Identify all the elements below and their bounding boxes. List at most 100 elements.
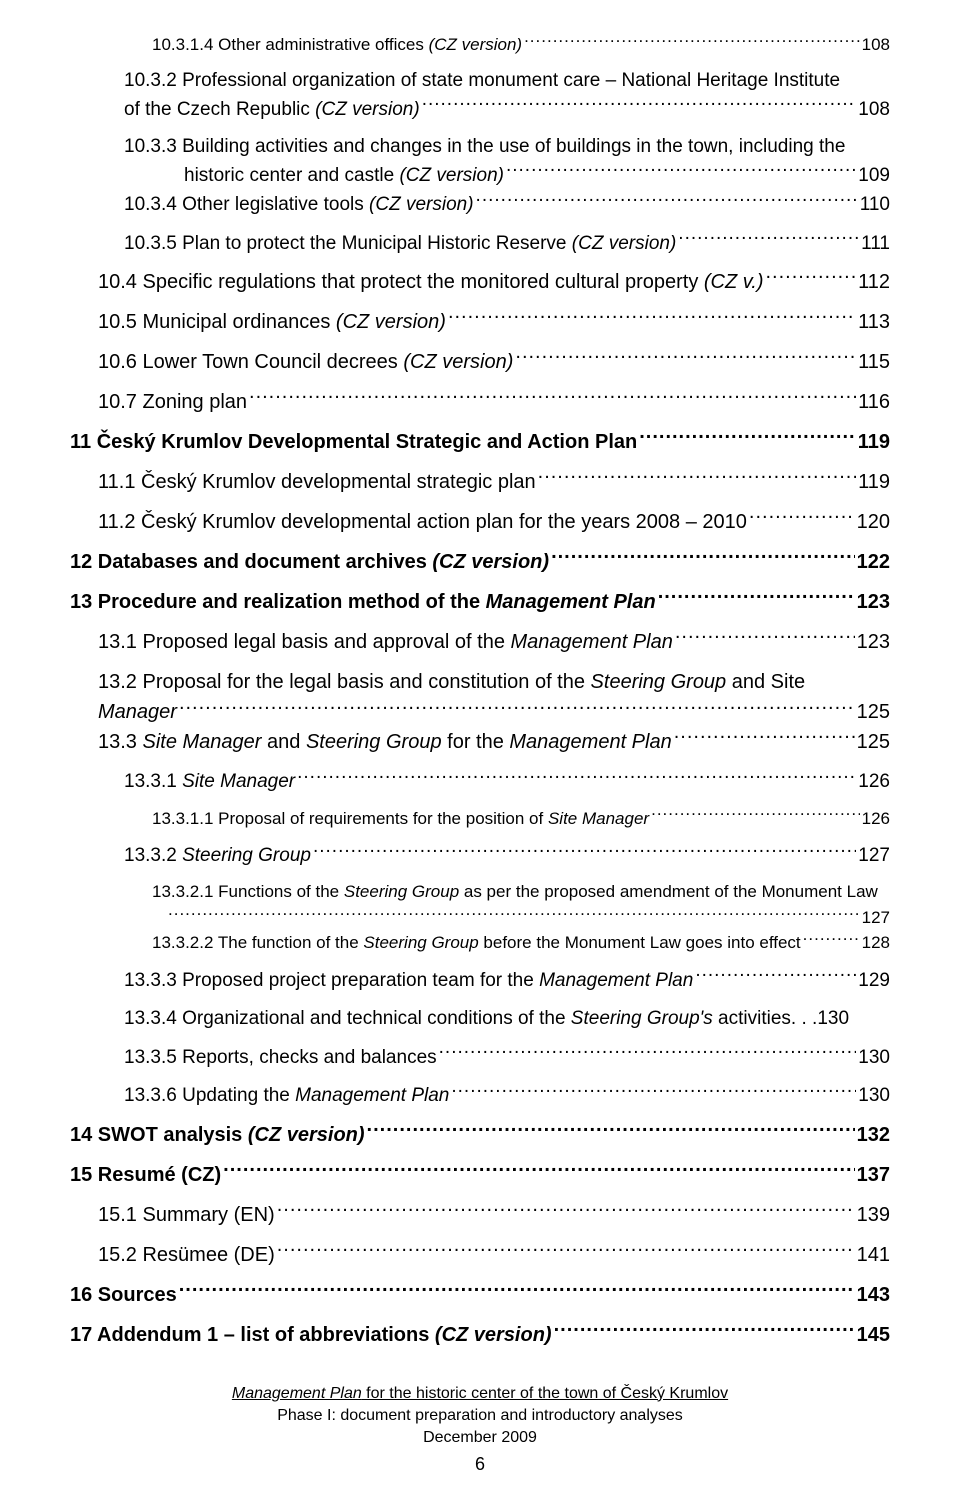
- toc-label-line1: 10.3.2 Professional organization of stat…: [124, 67, 890, 96]
- toc-page-number: 115: [858, 347, 890, 378]
- toc-entry: 15.1 Summary (EN) 139: [98, 1200, 890, 1231]
- toc-text-run: 13.3.6 Updating the: [124, 1085, 295, 1106]
- toc-text-run: (CZ version): [399, 165, 504, 186]
- toc-entry: 10.3.3 Building activities and changes i…: [124, 133, 890, 190]
- toc-leader-dots: [524, 33, 860, 50]
- toc-text-run: 10.6 Lower Town Council decrees: [98, 351, 403, 373]
- toc-leader-dots: [554, 1321, 855, 1341]
- toc-text-run: 10.4 Specific regulations that protect t…: [98, 271, 704, 293]
- toc-page-number: 129: [858, 966, 890, 995]
- toc-entry: 14 SWOT analysis (CZ version) 132: [70, 1120, 890, 1151]
- toc-label-line2: 127: [152, 905, 890, 931]
- toc-leader-dots: [749, 508, 855, 528]
- toc-text-run: (CZ version): [572, 233, 677, 254]
- toc-text-run: Steering Group: [363, 933, 478, 952]
- toc-page-number: 109: [858, 162, 890, 191]
- document-page: 10.3.1.4 Other administrative offices (C…: [0, 0, 960, 1507]
- toc-text-run: and: [261, 731, 305, 753]
- toc-entry: 10.4 Specific regulations that protect t…: [98, 267, 890, 298]
- toc-page-number: 141: [857, 1240, 890, 1271]
- toc-label: 15.1 Summary (EN): [98, 1200, 275, 1231]
- toc-label: 10.3.5 Plan to protect the Municipal His…: [124, 229, 676, 258]
- toc-text-run: Site Manager: [548, 809, 649, 828]
- toc-page-number: 119: [858, 467, 890, 498]
- toc-leader-dots: [651, 807, 860, 824]
- toc-leader-dots: [639, 428, 856, 448]
- toc-text-run: 10.5 Municipal ordinances: [98, 311, 336, 333]
- toc-text-run: Steering Group: [344, 882, 459, 901]
- toc-text-run: Steering Group's: [571, 1008, 713, 1029]
- toc-text-run: (CZ v.): [704, 271, 764, 293]
- toc-text-run: 13.1 Proposed legal basis and approval o…: [98, 631, 511, 653]
- toc-entry: 13.3.1.1 Proposal of requirements for th…: [152, 806, 890, 832]
- toc-label: 13.3.2.2 The function of the Steering Gr…: [152, 930, 801, 956]
- toc-entry: 10.3.2 Professional organization of stat…: [124, 67, 890, 124]
- toc-page-number: 125: [857, 727, 890, 758]
- toc-text-run: 13.3.3 Proposed project preparation team…: [124, 970, 539, 991]
- toc-text-run: (CZ version): [429, 35, 523, 54]
- toc-leader-dots: [297, 768, 856, 787]
- toc-text-run: 11 Český Krumlov Developmental Strategic…: [70, 431, 637, 453]
- toc-label: Manager: [98, 697, 177, 727]
- footer-line-2: Phase I: document preparation and introd…: [70, 1405, 890, 1427]
- toc-spaced-dots: . . .: [791, 1004, 817, 1033]
- toc-entry: 13.3.4 Organizational and technical cond…: [124, 1004, 890, 1033]
- toc-entry: 13.2 Proposal for the legal basis and co…: [98, 667, 890, 727]
- toc-label: 15.2 Resümee (DE): [98, 1240, 275, 1271]
- toc-entry: 13.3.6 Updating the Management Plan 130: [124, 1081, 890, 1110]
- toc-page-number: 113: [858, 307, 890, 338]
- toc-text-run: 13.3.2.1 Functions of the: [152, 882, 344, 901]
- toc-label: 13.3.1.1 Proposal of requirements for th…: [152, 806, 649, 832]
- toc-text-run: (CZ version): [336, 311, 446, 333]
- toc-page-number: 116: [858, 387, 890, 418]
- toc-entry: 10.3.5 Plan to protect the Municipal His…: [124, 229, 890, 258]
- toc-text-run: (CZ version): [248, 1124, 365, 1146]
- toc-label: 10.4 Specific regulations that protect t…: [98, 267, 764, 298]
- toc-text-run: 10.3.1.4 Other administrative offices: [152, 35, 429, 54]
- toc-leader-dots: [506, 162, 856, 181]
- toc-leader-dots: [448, 308, 856, 328]
- page-footer: Management Plan for the historic center …: [70, 1383, 890, 1477]
- toc-text-run: 17 Addendum 1 – list of abbreviations: [70, 1324, 435, 1346]
- toc-page-number: 128: [862, 930, 890, 956]
- toc-leader-dots: [695, 967, 856, 986]
- toc-entry: 10.3.1.4 Other administrative offices (C…: [152, 32, 890, 58]
- toc-text-run: 13.3: [98, 731, 142, 753]
- toc-label-line2: of the Czech Republic (CZ version) 108: [124, 96, 890, 125]
- footer-line-1: Management Plan for the historic center …: [70, 1383, 890, 1405]
- toc-text-run: 13.3.1: [124, 771, 182, 792]
- toc-label: 13.1 Proposed legal basis and approval o…: [98, 627, 673, 658]
- toc-page-number: 119: [858, 427, 890, 458]
- toc-leader-dots: [551, 548, 855, 568]
- toc-page-number: 126: [862, 806, 890, 832]
- toc-label: 10.5 Municipal ordinances (CZ version): [98, 307, 446, 338]
- toc-leader-dots: [766, 268, 857, 288]
- toc-page-number: 123: [857, 587, 890, 618]
- toc-label-line1: 13.2 Proposal for the legal basis and co…: [98, 667, 890, 697]
- toc-entry: 13.3.1 Site Manager 126: [124, 767, 890, 796]
- toc-page-number: 137: [857, 1160, 890, 1191]
- toc-text-run: 13.2 Proposal for the legal basis and co…: [98, 671, 591, 693]
- toc-entry: 10.5 Municipal ordinances (CZ version) 1…: [98, 307, 890, 338]
- toc-label: 11.2 Český Krumlov developmental action …: [98, 507, 747, 538]
- toc-label: 15 Resumé (CZ): [70, 1160, 221, 1191]
- toc-leader-dots: [439, 1044, 857, 1063]
- footer-page-number: 6: [70, 1452, 890, 1477]
- toc-page-number: 108: [862, 32, 890, 58]
- toc-leader-dots: [451, 1082, 856, 1101]
- toc-label-line1: 10.3.3 Building activities and changes i…: [124, 133, 890, 162]
- toc-label: of the Czech Republic (CZ version): [124, 96, 420, 125]
- toc-page-number: 132: [857, 1120, 890, 1151]
- toc-text-run: before the Monument Law goes into effect: [479, 933, 801, 952]
- toc-text-run: 10.3.3 Building activities and changes i…: [124, 136, 845, 157]
- toc-text-run: Management Plan: [486, 591, 656, 613]
- toc-leader-dots: [678, 230, 859, 249]
- toc-text-run: 16 Sources: [70, 1284, 177, 1306]
- toc-text-run: (CZ version): [403, 351, 513, 373]
- toc-leader-dots: [277, 1241, 855, 1261]
- toc-page-number: 126: [858, 767, 890, 796]
- toc-page-number: 130: [858, 1081, 890, 1110]
- toc-label: 13.3.1 Site Manager: [124, 767, 295, 796]
- toc-text-run: and Site: [726, 671, 805, 693]
- toc-text-run: Management Plan: [295, 1085, 449, 1106]
